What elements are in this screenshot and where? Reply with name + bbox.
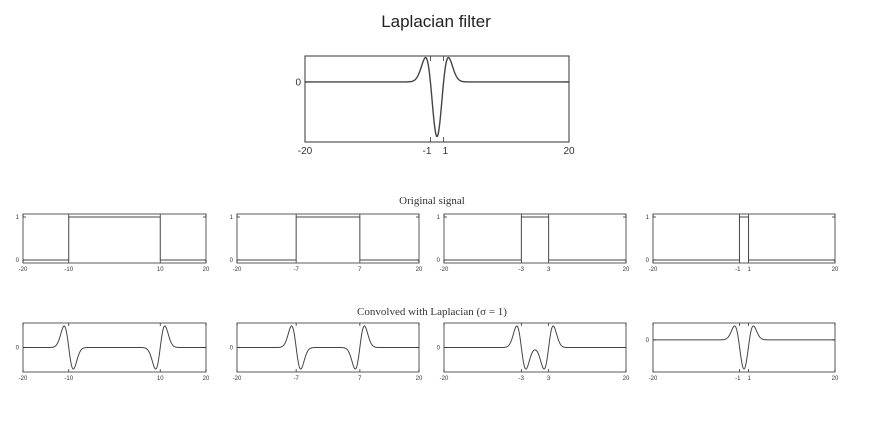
x-tick-label: 1: [443, 146, 449, 157]
x-tick-label: 20: [832, 267, 839, 273]
x-tick-label: 20: [416, 267, 423, 273]
chart-panel-convolved-3: -20 -3 3 20 0: [437, 322, 630, 382]
figure-title: Laplacian filter: [381, 12, 491, 31]
x-tick-label: -20: [19, 376, 28, 382]
series-line: [444, 216, 626, 261]
x-tick-label: -10: [64, 376, 73, 382]
plot-frame: [652, 213, 836, 264]
x-tick-label: 20: [623, 376, 630, 382]
y-tick-label: 1: [16, 215, 20, 221]
series-line: [23, 216, 206, 261]
x-tick-label: 3: [547, 267, 551, 273]
row1-title: Original signal: [399, 195, 465, 207]
x-tick-label: -20: [19, 267, 28, 273]
x-tick-label: 10: [157, 267, 164, 273]
plot-frame: [443, 213, 627, 264]
y-tick-label: 0: [437, 346, 441, 352]
plot-frame: [652, 322, 836, 373]
x-tick-label: 20: [203, 376, 210, 382]
series-line: [653, 216, 835, 261]
x-tick-label: -1: [422, 146, 431, 157]
y-tick-label: 0: [295, 77, 301, 88]
x-tick-label: 20: [416, 376, 423, 382]
x-tick-label: -20: [233, 376, 242, 382]
chart-panel-original-signal-4: -20 -1 1 20 0 1: [646, 213, 839, 273]
chart-panel-original-signal-3: -20 -3 3 20 0 1: [437, 213, 630, 273]
x-tick-label: 7: [358, 376, 362, 382]
series-line: [305, 56, 569, 138]
y-tick-label: 0: [646, 338, 650, 344]
chart-panel-convolved-1: -20 -10 10 20 0: [16, 322, 210, 382]
series-line: [444, 325, 626, 370]
x-tick-label: 20: [203, 267, 210, 273]
y-tick-label: 1: [230, 215, 234, 221]
chart-panel-original-signal-2: -20 -7 7 20 0 1: [230, 213, 423, 273]
plot-frame: [304, 55, 570, 143]
y-tick-label: 0: [230, 346, 234, 352]
x-tick-label: -20: [233, 267, 242, 273]
x-tick-label: 7: [358, 267, 362, 273]
plot-frame: [22, 213, 207, 264]
x-tick-label: -10: [64, 267, 73, 273]
x-tick-label: -20: [298, 146, 313, 157]
series-line: [237, 216, 419, 261]
plot-frame: [236, 213, 420, 264]
chart-panel-original-signal-1: -20 -10 10 20 0 1: [16, 213, 210, 273]
y-tick-label: 1: [437, 215, 441, 221]
x-tick-label: 10: [157, 376, 164, 382]
y-tick-label: 1: [646, 215, 650, 221]
x-tick-label: 1: [748, 376, 752, 382]
x-tick-label: -1: [735, 376, 741, 382]
x-tick-label: -20: [649, 267, 658, 273]
y-tick-label: 0: [437, 258, 441, 264]
series-line: [237, 325, 419, 370]
x-tick-label: -3: [519, 267, 525, 273]
x-tick-label: -1: [735, 267, 741, 273]
x-tick-label: 20: [563, 146, 575, 157]
x-tick-label: 20: [623, 267, 630, 273]
chart-panel-convolved-4: -20 -1 1 20 0: [646, 322, 839, 382]
chart-panel-convolved-2: -20 -7 7 20 0: [230, 322, 423, 382]
y-tick-label: 0: [16, 258, 20, 264]
y-tick-label: 0: [230, 258, 234, 264]
x-tick-label: -7: [293, 376, 299, 382]
series-line: [23, 325, 206, 370]
row2-title: Convolved with Laplacian (σ = 1): [357, 306, 507, 318]
y-tick-label: 0: [646, 258, 650, 264]
x-tick-label: -7: [293, 267, 299, 273]
x-tick-label: -20: [440, 267, 449, 273]
x-tick-label: -20: [440, 376, 449, 382]
series-line: [653, 325, 835, 370]
y-tick-label: 0: [16, 346, 20, 352]
x-tick-label: 3: [547, 376, 551, 382]
x-tick-label: -3: [519, 376, 525, 382]
x-tick-label: 20: [832, 376, 839, 382]
chart-panel-laplacian-filter: -20 -1 1 20 0: [295, 55, 575, 157]
x-tick-label: 1: [748, 267, 752, 273]
x-tick-label: -20: [649, 376, 658, 382]
